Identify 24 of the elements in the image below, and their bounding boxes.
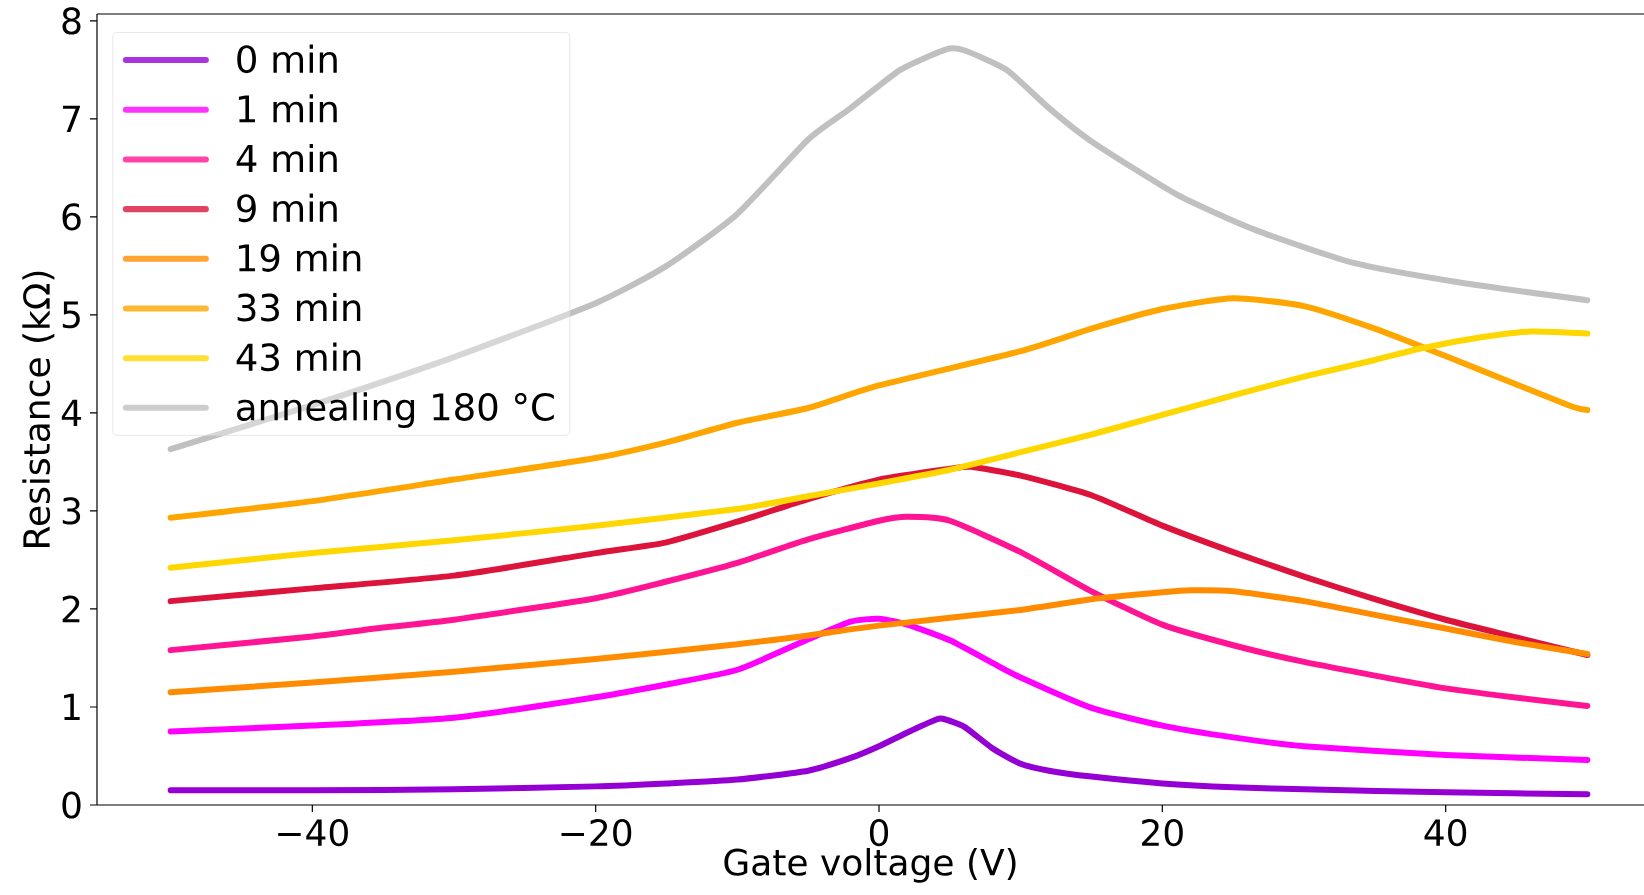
legend-label: 4 min — [236, 143, 337, 173]
legend-label: annealing 180 °C — [237, 392, 554, 429]
x-tick-label: 20 — [1142, 819, 1183, 847]
y-tick-label: 4 — [61, 399, 81, 427]
legend-label: 1 min — [238, 94, 337, 123]
x-tick-label: 0 — [869, 819, 889, 847]
x-tick-label: −20 — [561, 819, 632, 847]
y-tick-label: 2 — [62, 595, 80, 623]
y-tick-label: 7 — [63, 105, 80, 132]
y-tick-label: 0 — [62, 791, 81, 819]
legend-label: 33 min — [237, 292, 361, 322]
legend-label: 19 min — [238, 243, 361, 272]
legend-label: 9 min — [237, 193, 337, 223]
legend-label: 43 min — [236, 342, 361, 372]
y-tick-label: 3 — [62, 497, 81, 525]
y-axis-title: Resistance (kΩ) — [22, 271, 55, 547]
y-tick-label: 5 — [62, 301, 80, 329]
y-tick-label: 1 — [64, 693, 80, 721]
y-tick-label: 8 — [62, 7, 81, 35]
x-axis-title: Gate voltage (V) — [724, 847, 1016, 883]
x-tick-label: −40 — [278, 819, 348, 847]
x-tick-label: 40 — [1424, 819, 1467, 847]
y-tick-label: 6 — [62, 203, 81, 231]
legend-label: 0 min — [237, 44, 337, 74]
